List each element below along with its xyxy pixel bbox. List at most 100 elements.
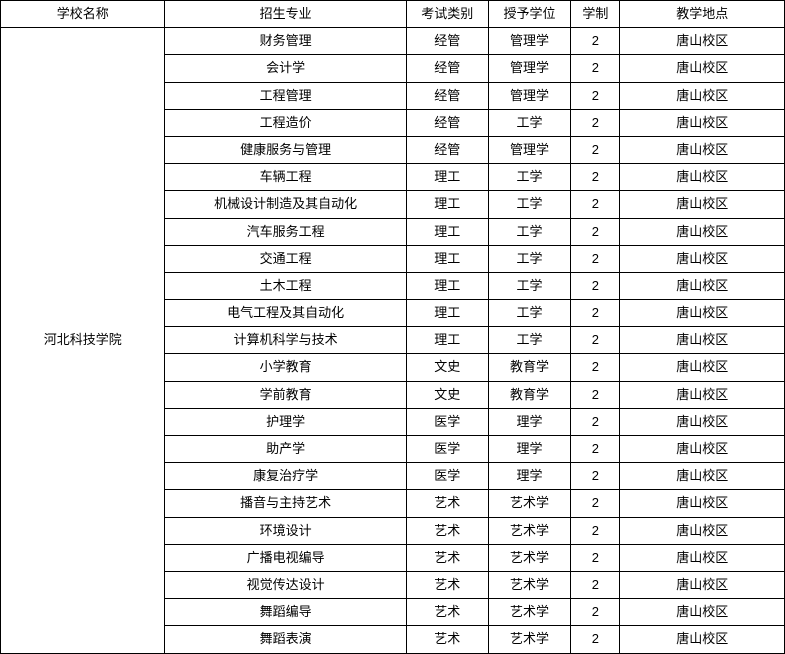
exam-cell: 经管 (406, 55, 488, 82)
degree-cell: 管理学 (488, 28, 570, 55)
years-cell: 2 (571, 300, 620, 327)
degree-cell: 工学 (488, 300, 570, 327)
campus-cell: 唐山校区 (620, 571, 785, 598)
campus-cell: 唐山校区 (620, 436, 785, 463)
years-cell: 2 (571, 136, 620, 163)
campus-cell: 唐山校区 (620, 191, 785, 218)
years-cell: 2 (571, 218, 620, 245)
years-cell: 2 (571, 82, 620, 109)
header-exam: 考试类别 (406, 1, 488, 28)
campus-cell: 唐山校区 (620, 381, 785, 408)
admissions-table: 学校名称 招生专业 考试类别 授予学位 学制 教学地点 河北科技学院财务管理经管… (0, 0, 785, 654)
years-cell: 2 (571, 164, 620, 191)
years-cell: 2 (571, 599, 620, 626)
header-degree: 授予学位 (488, 1, 570, 28)
header-major: 招生专业 (165, 1, 406, 28)
campus-cell: 唐山校区 (620, 245, 785, 272)
years-cell: 2 (571, 327, 620, 354)
exam-cell: 理工 (406, 245, 488, 272)
exam-cell: 艺术 (406, 626, 488, 653)
major-cell: 会计学 (165, 55, 406, 82)
years-cell: 2 (571, 571, 620, 598)
header-years: 学制 (571, 1, 620, 28)
table-row: 河北科技学院财务管理经管管理学2唐山校区 (1, 28, 785, 55)
major-cell: 广播电视编导 (165, 544, 406, 571)
degree-cell: 艺术学 (488, 544, 570, 571)
major-cell: 车辆工程 (165, 164, 406, 191)
years-cell: 2 (571, 109, 620, 136)
degree-cell: 理学 (488, 463, 570, 490)
exam-cell: 艺术 (406, 571, 488, 598)
campus-cell: 唐山校区 (620, 218, 785, 245)
years-cell: 2 (571, 354, 620, 381)
exam-cell: 经管 (406, 28, 488, 55)
campus-cell: 唐山校区 (620, 599, 785, 626)
major-cell: 康复治疗学 (165, 463, 406, 490)
exam-cell: 经管 (406, 136, 488, 163)
campus-cell: 唐山校区 (620, 626, 785, 653)
exam-cell: 医学 (406, 408, 488, 435)
major-cell: 工程造价 (165, 109, 406, 136)
major-cell: 助产学 (165, 436, 406, 463)
exam-cell: 经管 (406, 82, 488, 109)
years-cell: 2 (571, 490, 620, 517)
major-cell: 视觉传达设计 (165, 571, 406, 598)
degree-cell: 工学 (488, 109, 570, 136)
campus-cell: 唐山校区 (620, 463, 785, 490)
campus-cell: 唐山校区 (620, 272, 785, 299)
exam-cell: 艺术 (406, 517, 488, 544)
major-cell: 环境设计 (165, 517, 406, 544)
years-cell: 2 (571, 28, 620, 55)
degree-cell: 工学 (488, 164, 570, 191)
exam-cell: 艺术 (406, 544, 488, 571)
years-cell: 2 (571, 245, 620, 272)
degree-cell: 管理学 (488, 136, 570, 163)
years-cell: 2 (571, 191, 620, 218)
major-cell: 计算机科学与技术 (165, 327, 406, 354)
degree-cell: 管理学 (488, 82, 570, 109)
school-name-cell: 河北科技学院 (1, 28, 165, 653)
degree-cell: 理学 (488, 408, 570, 435)
major-cell: 健康服务与管理 (165, 136, 406, 163)
major-cell: 财务管理 (165, 28, 406, 55)
exam-cell: 医学 (406, 436, 488, 463)
degree-cell: 艺术学 (488, 490, 570, 517)
campus-cell: 唐山校区 (620, 55, 785, 82)
campus-cell: 唐山校区 (620, 327, 785, 354)
exam-cell: 经管 (406, 109, 488, 136)
major-cell: 护理学 (165, 408, 406, 435)
campus-cell: 唐山校区 (620, 28, 785, 55)
header-school: 学校名称 (1, 1, 165, 28)
table-body: 河北科技学院财务管理经管管理学2唐山校区会计学经管管理学2唐山校区工程管理经管管… (1, 28, 785, 653)
exam-cell: 理工 (406, 218, 488, 245)
years-cell: 2 (571, 55, 620, 82)
degree-cell: 管理学 (488, 55, 570, 82)
years-cell: 2 (571, 626, 620, 653)
years-cell: 2 (571, 381, 620, 408)
degree-cell: 理学 (488, 436, 570, 463)
degree-cell: 艺术学 (488, 599, 570, 626)
campus-cell: 唐山校区 (620, 490, 785, 517)
major-cell: 汽车服务工程 (165, 218, 406, 245)
major-cell: 交通工程 (165, 245, 406, 272)
major-cell: 小学教育 (165, 354, 406, 381)
header-row: 学校名称 招生专业 考试类别 授予学位 学制 教学地点 (1, 1, 785, 28)
major-cell: 舞蹈编导 (165, 599, 406, 626)
campus-cell: 唐山校区 (620, 544, 785, 571)
exam-cell: 医学 (406, 463, 488, 490)
degree-cell: 艺术学 (488, 626, 570, 653)
exam-cell: 理工 (406, 164, 488, 191)
campus-cell: 唐山校区 (620, 408, 785, 435)
years-cell: 2 (571, 544, 620, 571)
exam-cell: 理工 (406, 272, 488, 299)
major-cell: 学前教育 (165, 381, 406, 408)
exam-cell: 艺术 (406, 599, 488, 626)
degree-cell: 工学 (488, 218, 570, 245)
degree-cell: 工学 (488, 191, 570, 218)
major-cell: 电气工程及其自动化 (165, 300, 406, 327)
exam-cell: 文史 (406, 354, 488, 381)
exam-cell: 理工 (406, 191, 488, 218)
years-cell: 2 (571, 463, 620, 490)
exam-cell: 理工 (406, 300, 488, 327)
degree-cell: 艺术学 (488, 517, 570, 544)
